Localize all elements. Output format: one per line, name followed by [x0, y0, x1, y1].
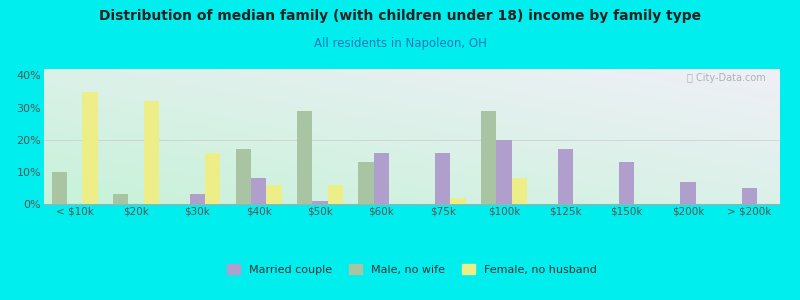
- Bar: [297, 111, 312, 204]
- Text: ⓘ City-Data.com: ⓘ City-Data.com: [686, 73, 766, 83]
- Bar: [328, 185, 343, 204]
- Bar: [190, 194, 205, 204]
- Bar: [435, 153, 450, 204]
- Bar: [558, 149, 573, 204]
- Bar: [619, 162, 634, 204]
- Bar: [742, 188, 757, 204]
- Bar: [52, 172, 67, 204]
- Text: All residents in Napoleon, OH: All residents in Napoleon, OH: [314, 38, 486, 50]
- Bar: [82, 92, 98, 204]
- Bar: [512, 178, 527, 204]
- Bar: [266, 185, 282, 204]
- Bar: [680, 182, 696, 204]
- Bar: [496, 140, 512, 204]
- Bar: [251, 178, 266, 204]
- Text: Distribution of median family (with children under 18) income by family type: Distribution of median family (with chil…: [99, 9, 701, 23]
- Bar: [450, 198, 466, 204]
- Legend: Married couple, Male, no wife, Female, no husband: Married couple, Male, no wife, Female, n…: [222, 260, 602, 279]
- Bar: [481, 111, 496, 204]
- Bar: [358, 162, 374, 204]
- Bar: [312, 201, 328, 204]
- Bar: [205, 153, 220, 204]
- Bar: [374, 153, 389, 204]
- Bar: [144, 101, 159, 204]
- Bar: [236, 149, 251, 204]
- Bar: [113, 194, 128, 204]
